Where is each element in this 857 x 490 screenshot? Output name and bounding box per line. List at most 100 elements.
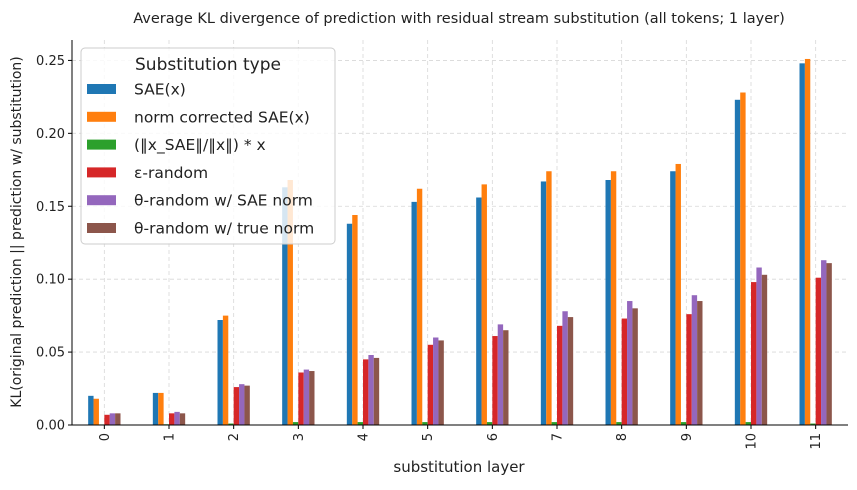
legend-swatch [87,84,116,94]
legend-box [80,47,336,245]
bar [751,282,757,425]
x-tick-label: 11 [809,433,824,450]
bar [93,398,99,425]
bar [244,385,250,425]
bar [158,392,164,425]
x-tick-label: 7 [551,433,566,441]
x-tick-label: 6 [486,433,501,441]
bars [88,58,832,426]
bar [546,171,552,425]
bar [697,301,703,425]
bar [557,325,563,425]
legend-swatch [87,139,116,150]
bar [486,422,493,425]
bar [476,197,482,425]
bar [632,308,638,425]
bar [152,392,159,425]
bar [422,422,428,425]
bar [427,344,434,425]
bar [179,413,186,425]
bar [363,359,369,425]
bar [761,274,768,425]
bar [551,422,557,425]
y-tick-label: 0.25 [36,54,65,69]
legend-entry: θ-random w/ SAE norm [134,192,313,210]
bar [756,267,762,425]
bar [497,324,504,425]
bar [292,422,299,425]
x-tick-label: 5 [421,433,436,441]
bar [416,188,423,425]
bar [540,181,547,425]
legend-swatch [87,167,116,178]
bar [745,422,751,425]
x-tick-label: 9 [680,433,695,441]
x-tick-label: 8 [615,433,630,441]
y-tick-label: 0.10 [36,273,65,288]
bar [282,187,288,425]
bar [438,340,444,425]
bar [298,372,304,425]
bar [104,414,110,425]
bar [88,395,94,425]
bar [670,171,676,425]
bar [810,423,816,425]
bar [228,423,234,425]
bar [492,336,498,425]
tick-labels: 0.00 0.05 0.10 0.15 0.20 0.25 0 1 2 3 4 5 6 7 8 9 10 11 [36,54,824,450]
legend: Substitution type SAE(x) norm corrected SA… [80,47,336,245]
bar [109,413,116,425]
bar [627,301,633,425]
legend-entry: ε-random [134,164,208,182]
bar [621,318,628,425]
x-tick-label: 10 [745,433,760,450]
bar [826,263,832,425]
bar [411,201,417,425]
chart-title: Average KL divergence of prediction with… [133,11,785,27]
bar [740,92,746,425]
bar [357,422,363,425]
legend-entry: θ-random w/ true norm [134,220,314,238]
legend-title: Substitution type [135,55,281,75]
bar [605,180,611,425]
bar [675,163,681,426]
bar [686,314,692,425]
bar [799,63,805,425]
bar [239,384,245,425]
y-tick-label: 0.00 [36,419,65,434]
legend-swatch [87,195,116,206]
bar [309,371,315,425]
x-tick-label: 2 [227,433,242,441]
x-axis-label: substitution layer [393,458,525,476]
x-tick-label: 0 [98,433,113,441]
bar [303,369,310,425]
bar [352,215,358,425]
bar [368,355,374,425]
bar [174,411,180,425]
bar [616,422,622,425]
y-tick-label: 0.15 [36,200,65,215]
bar [804,58,811,425]
x-tick-label: 3 [292,433,307,441]
legend-entry: (‖x_SAE‖/‖x‖) * x [134,136,266,155]
bar [503,330,509,425]
bar [691,295,698,425]
legend-swatch [87,111,116,122]
bar [562,311,568,425]
y-axis-label: KL(original prediction || prediction w/ … [9,56,25,407]
bar [610,171,617,425]
bar [481,184,487,425]
bar [680,422,687,425]
bar [734,99,741,426]
bar [821,260,827,425]
legend-entry: norm corrected SAE(x) [134,108,310,126]
bar [433,337,439,425]
bar [222,315,229,425]
y-tick-label: 0.20 [36,127,65,142]
bar [217,320,223,425]
bar [815,277,822,425]
x-tick-label: 4 [357,433,372,441]
y-tick-label: 0.05 [36,346,65,361]
